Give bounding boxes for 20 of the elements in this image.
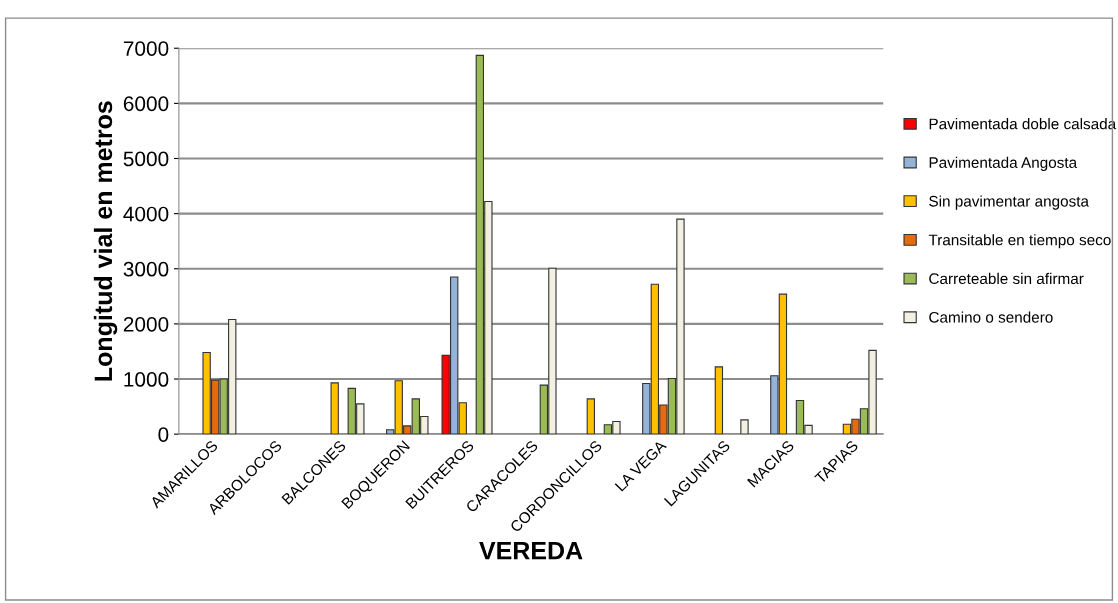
y-tick-label: 5000	[123, 151, 169, 167]
y-tick-label: 7000	[123, 41, 169, 56]
legend-label: Transitable en tiempo seco	[928, 234, 1111, 249]
y-tick-label: 0	[158, 427, 169, 442]
x-axis-title: VEREDA	[479, 542, 583, 560]
legend-label: Carreteable sin afirmar	[929, 272, 1084, 285]
y-tick-label: 4000	[123, 206, 169, 222]
bar	[330, 382, 339, 435]
legend-label: Sin pavimentar angosta	[929, 195, 1089, 210]
legend-label: Pavimentada doble calsada	[929, 118, 1117, 130]
bar	[740, 419, 749, 435]
bar	[586, 398, 595, 435]
y-tick-label: 1000	[124, 372, 169, 387]
y-tick-label: 2000	[123, 316, 169, 332]
y-tick-label: 3000	[123, 261, 169, 277]
y-axis-title: Longitud vial en metros	[93, 101, 118, 381]
legend-label: Pavimentada Angosta	[929, 156, 1078, 171]
legend-label: Camino o sendero	[929, 311, 1053, 323]
y-tick-label: 6000	[123, 96, 169, 112]
bar	[714, 366, 724, 435]
